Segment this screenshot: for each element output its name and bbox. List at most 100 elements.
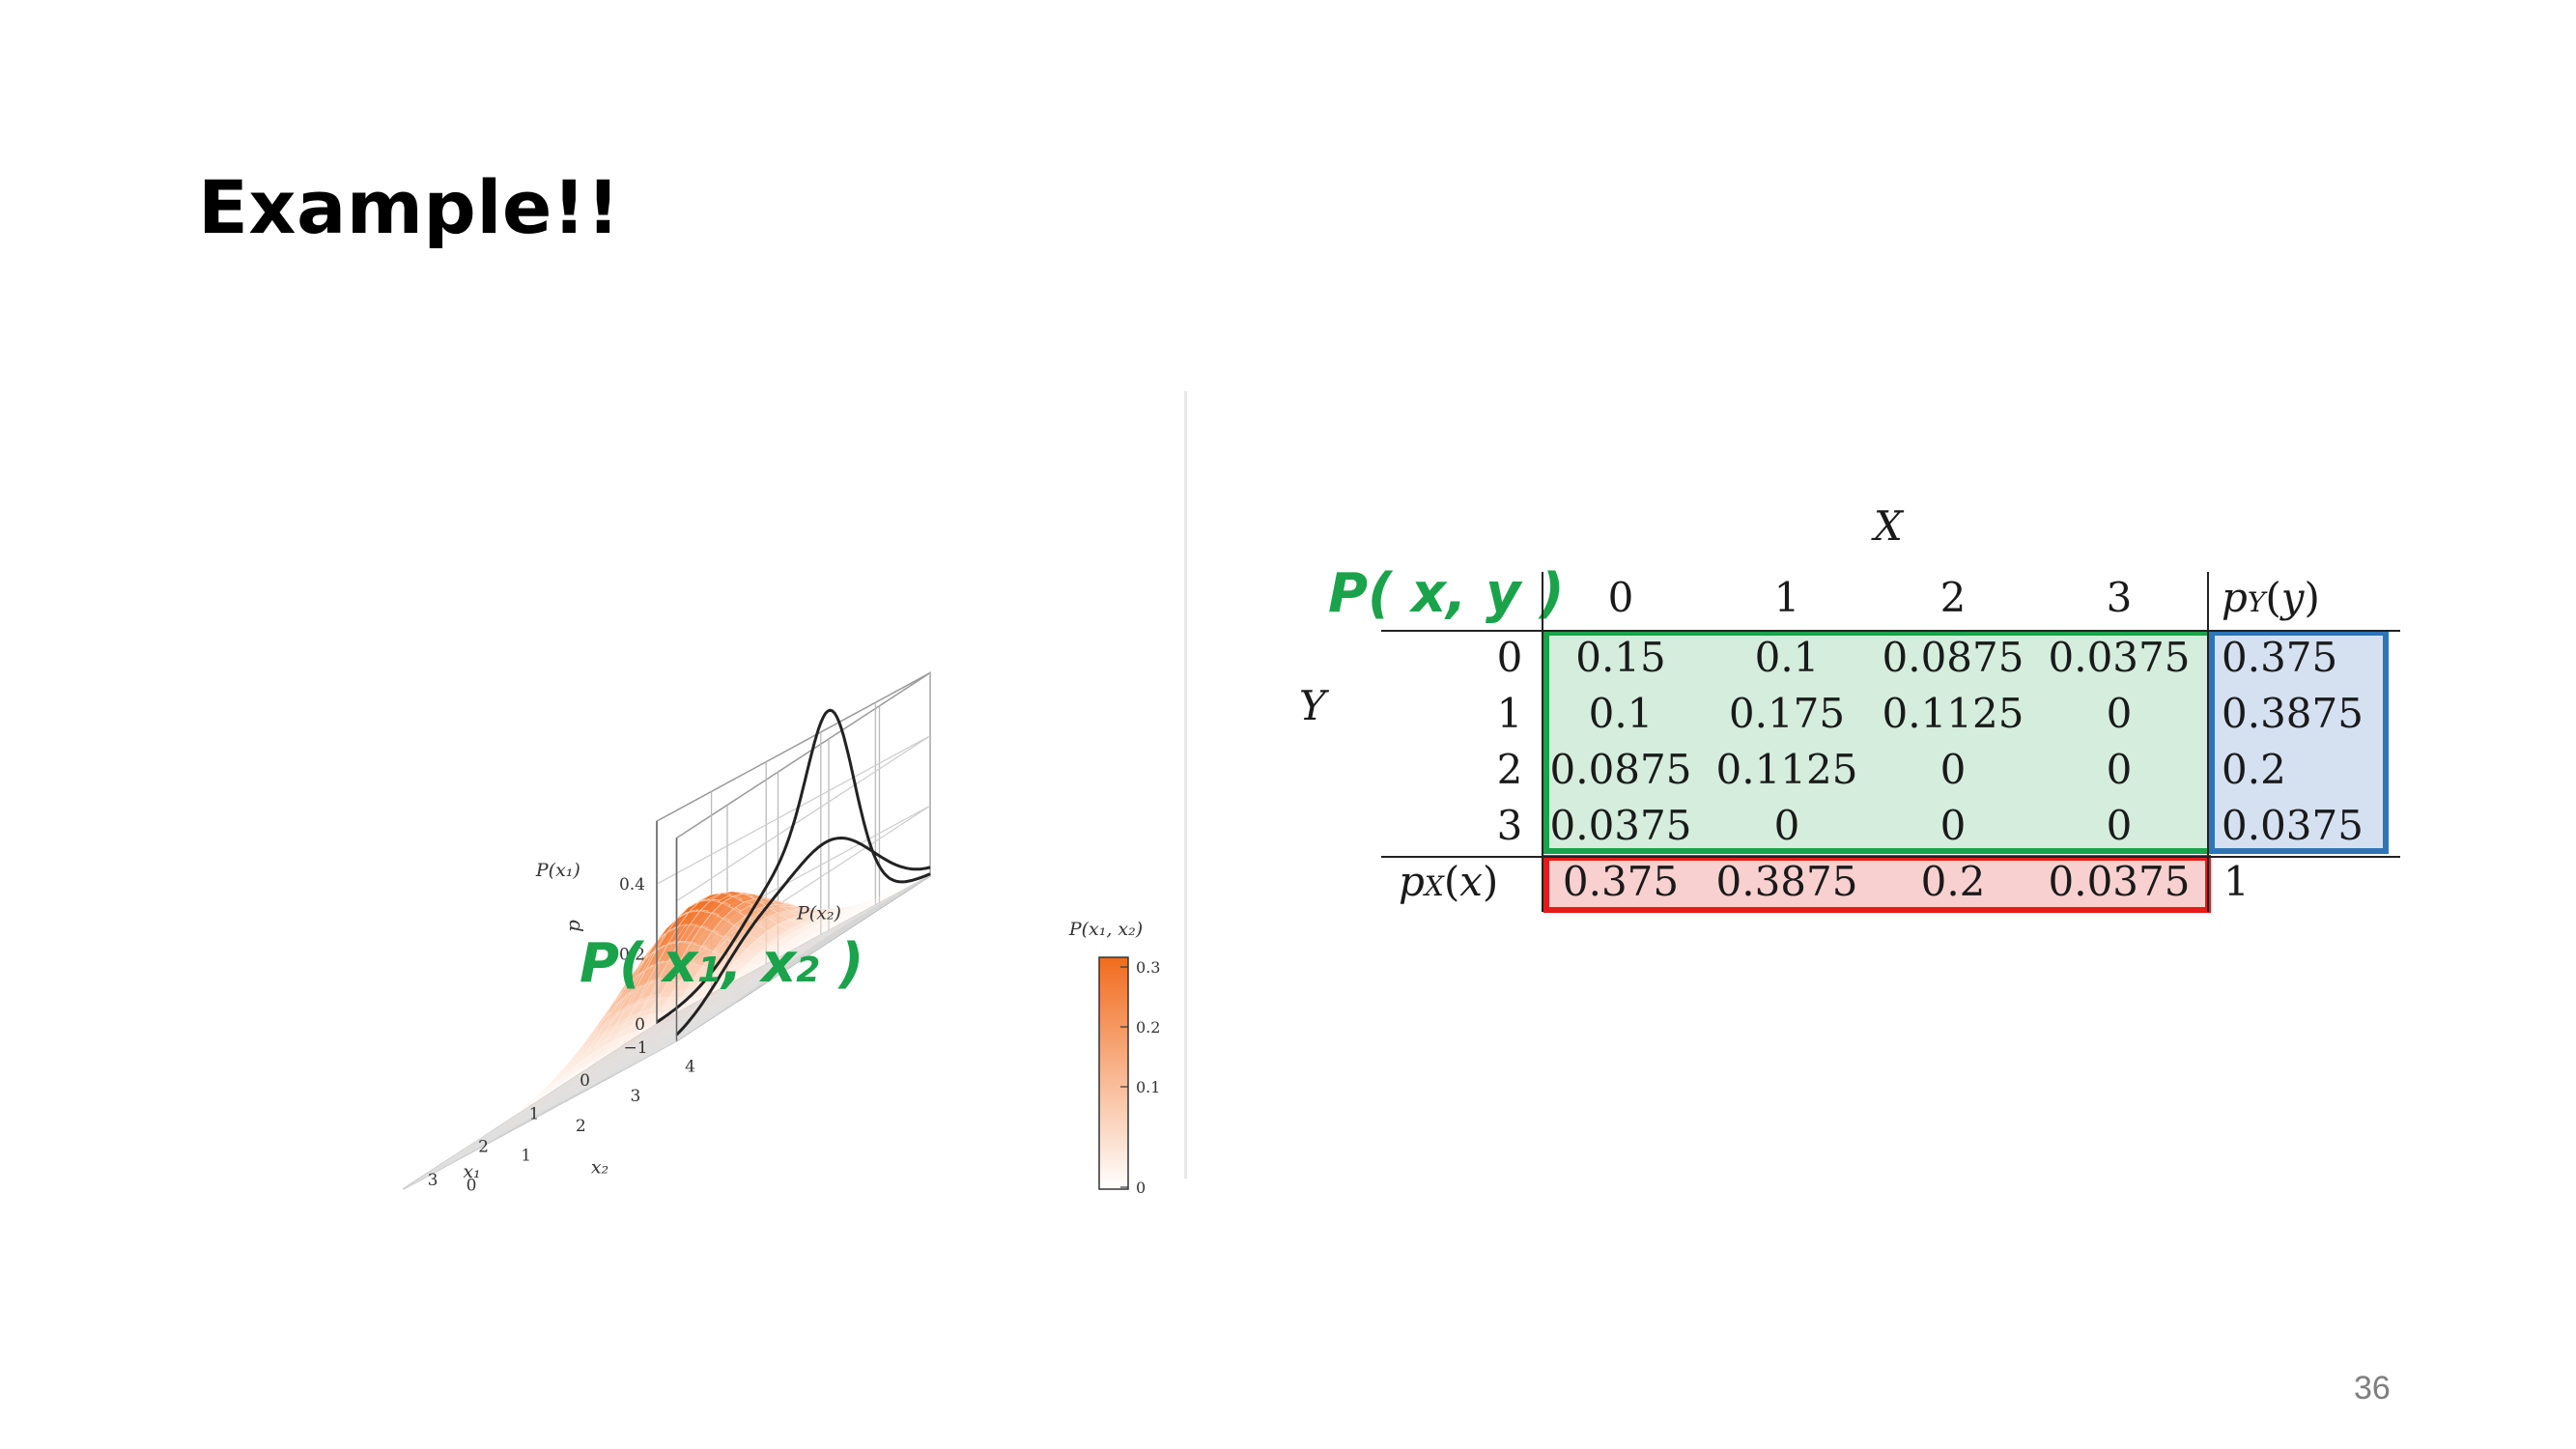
surface-patch <box>574 1044 598 1066</box>
surface-patch <box>811 926 835 935</box>
surface-patch <box>789 940 815 950</box>
surface-patch <box>863 895 886 904</box>
p-tick-label: 0 <box>635 1015 645 1035</box>
p-tick-label: 0.4 <box>619 875 645 895</box>
colorbar-tick-label: 0.3 <box>1136 958 1160 977</box>
surface-patch <box>608 1064 631 1077</box>
x1-axis-label: x₁ <box>463 1161 480 1182</box>
slide-title: Example!! <box>198 164 621 250</box>
p-tick-label: 0.2 <box>619 946 645 965</box>
surface-patch <box>668 1003 692 1016</box>
surface-patch <box>551 1073 574 1090</box>
py-value: 0.3875 <box>2222 690 2364 737</box>
surface-patch <box>403 1176 426 1189</box>
surface-patch <box>664 1033 687 1046</box>
surface-patch <box>543 1066 567 1090</box>
surface-patch <box>650 1029 673 1044</box>
surface-patch <box>488 1117 511 1133</box>
surface-patch <box>630 1050 653 1064</box>
surface-patch <box>791 945 814 956</box>
table-cell: 0.0875 <box>1549 746 1692 793</box>
surface-patch <box>853 901 876 910</box>
surface-patch <box>627 1037 650 1053</box>
surface-patch <box>627 1017 650 1036</box>
surface-patch <box>767 936 792 949</box>
surface-patch <box>502 1109 524 1127</box>
table-cell: 0 <box>2106 802 2133 849</box>
joint-density-surface <box>403 874 930 1189</box>
surface-patch <box>516 1108 539 1124</box>
surface-patch <box>553 1055 578 1080</box>
surface-patch <box>584 1037 609 1059</box>
row-header: 1 <box>1496 690 1523 737</box>
table-cell: 0 <box>1939 746 1967 793</box>
surface-patch <box>896 880 920 892</box>
surface-patch <box>750 975 772 988</box>
surface-patch <box>457 1141 480 1155</box>
surface-patch <box>528 1104 551 1120</box>
surface-patch <box>876 894 899 904</box>
surface-patch <box>569 1053 593 1076</box>
surface-patch <box>572 1060 595 1076</box>
surface-patch <box>494 1122 516 1138</box>
surface-patch <box>828 906 851 913</box>
surface-patch <box>545 1065 568 1090</box>
surface-patch <box>604 1044 628 1064</box>
x1-tick-label: 0 <box>580 1071 590 1091</box>
surface-patch <box>680 995 703 1009</box>
surface-patch <box>537 1088 560 1107</box>
surface-patch <box>483 1130 505 1146</box>
surface-patch <box>830 905 853 910</box>
surface-patch <box>735 953 761 966</box>
surface-patch <box>648 1009 671 1025</box>
surface-patch <box>555 1050 579 1078</box>
total-value: 1 <box>2223 858 2250 905</box>
surface-patch <box>563 1058 586 1078</box>
x-axis-label: X <box>1874 502 1903 550</box>
py-value: 0.2 <box>2222 746 2286 793</box>
surface-patch <box>800 933 826 942</box>
y-axis-label: Y <box>1299 682 1326 729</box>
surface-patch <box>586 1018 609 1047</box>
floor-gridline <box>423 1027 697 1177</box>
surface-patch <box>574 1081 597 1095</box>
x2-tick-label: 2 <box>576 1117 586 1136</box>
surface-patch <box>547 1070 570 1094</box>
surface-patch <box>583 1044 608 1065</box>
surface-patch <box>592 1039 615 1062</box>
surface-patch <box>738 979 761 992</box>
surface-patch <box>573 1051 597 1071</box>
surface-patch <box>552 1060 577 1083</box>
surface-patch <box>840 902 863 909</box>
plot-divider <box>1184 391 1187 1179</box>
surface-patch <box>579 1028 603 1057</box>
surface-patch <box>798 913 823 921</box>
surface-patch <box>607 1058 629 1073</box>
table-cell: 0.0375 <box>2048 634 2191 681</box>
surface-patch <box>580 1045 604 1068</box>
surface-patch <box>471 1137 494 1151</box>
surface-patch <box>675 1026 698 1040</box>
wall-gridline <box>656 735 931 885</box>
surface-patch <box>631 1051 654 1065</box>
surface-patch <box>637 1019 660 1034</box>
surface-patch <box>625 1014 649 1036</box>
surface-patch <box>459 1143 482 1157</box>
surface-patch <box>513 1100 536 1120</box>
surface-patch <box>747 946 773 956</box>
surface-patch <box>887 887 910 898</box>
surface-patch <box>467 1132 489 1148</box>
surface-patch <box>760 967 782 980</box>
surface-patch <box>480 1126 503 1143</box>
table-left-rule <box>1542 572 1543 912</box>
page-number: 36 <box>2354 1370 2391 1406</box>
surface-patch <box>511 1098 534 1118</box>
surface-patch <box>482 1129 504 1145</box>
surface-patch <box>544 1065 568 1089</box>
x2-tick-label: 0 <box>467 1176 477 1193</box>
table-cell: 0.1 <box>1754 634 1820 681</box>
surface-patch <box>572 1073 595 1090</box>
surface-patch <box>615 1033 637 1048</box>
surface-patch <box>637 1024 662 1042</box>
